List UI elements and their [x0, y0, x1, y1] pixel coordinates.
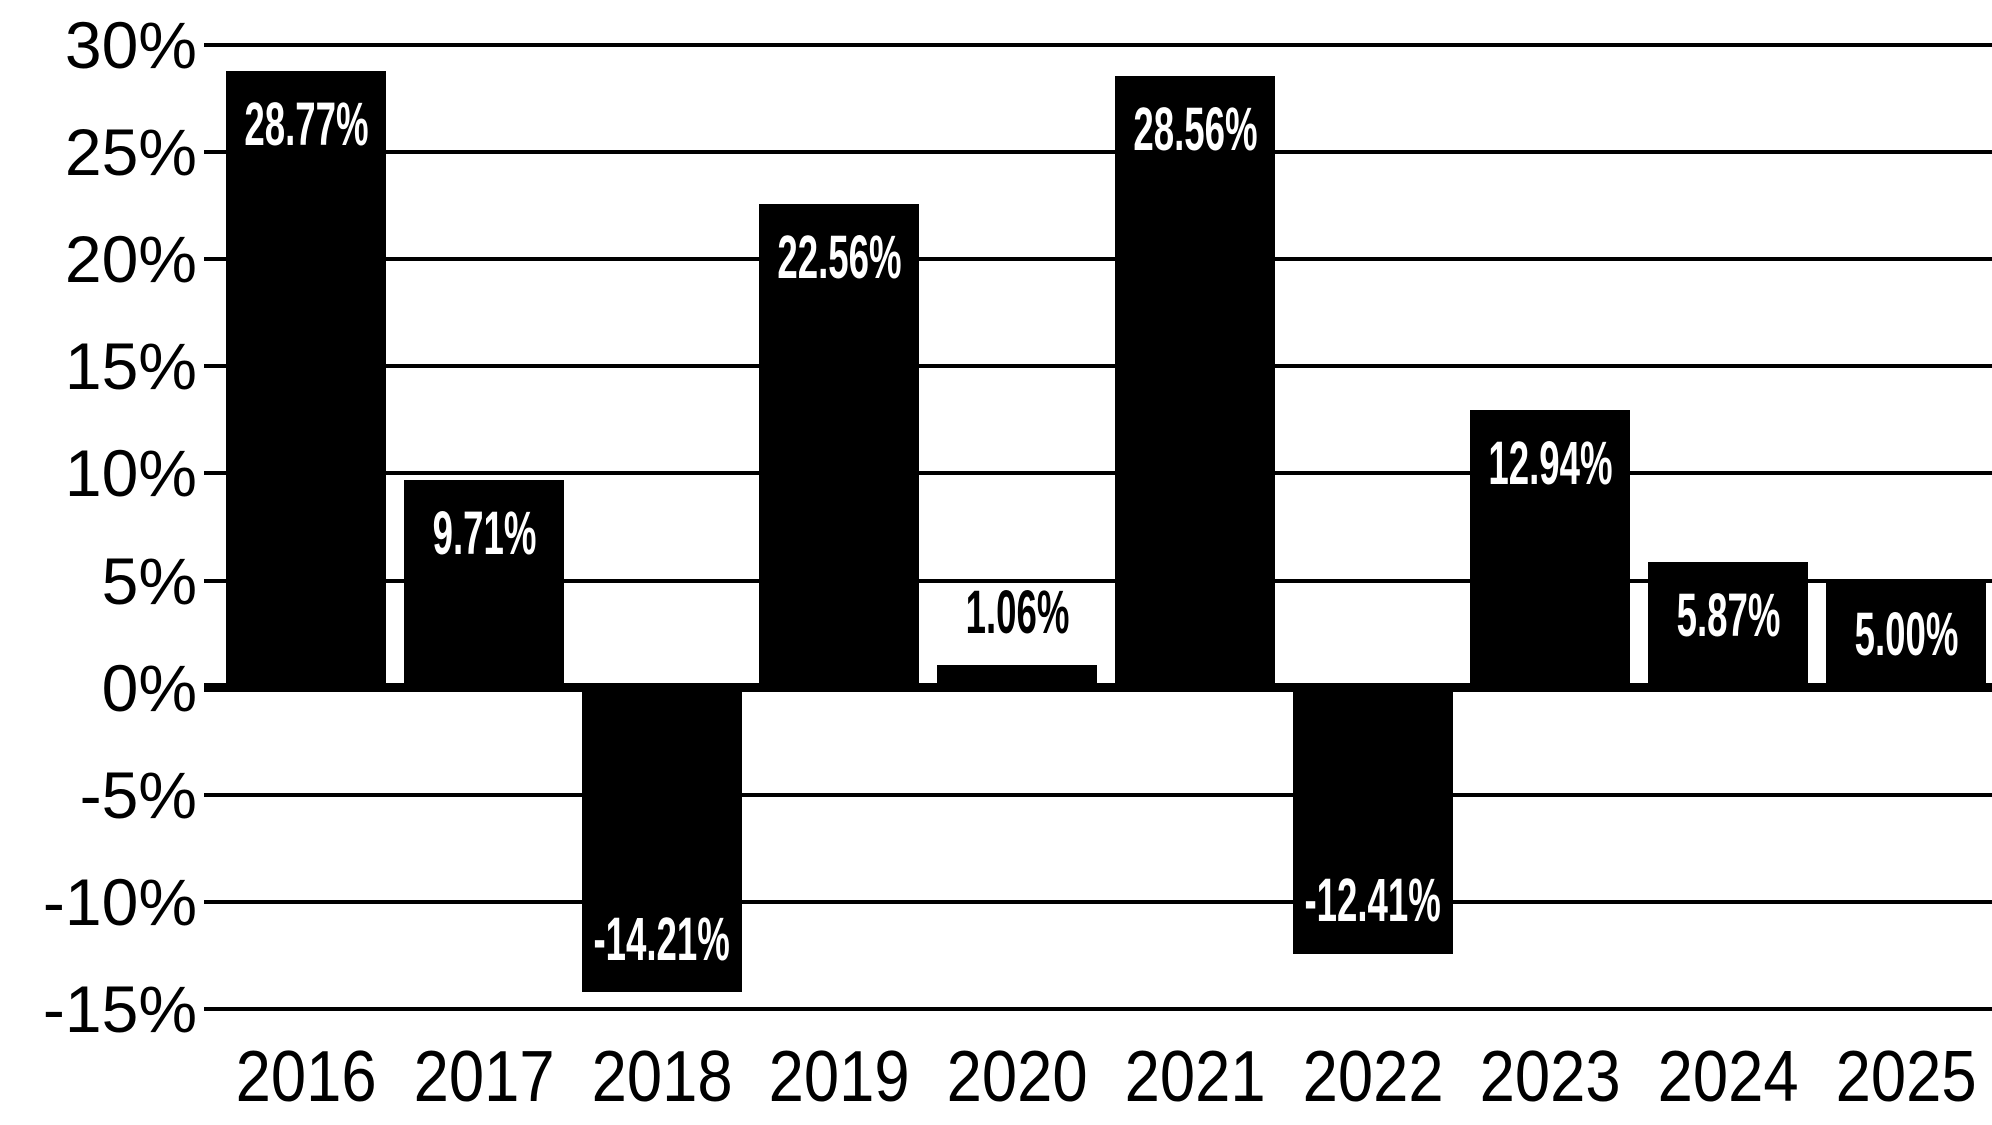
y-axis-label: 20%	[64, 222, 197, 296]
bar-2020	[937, 665, 1097, 688]
gridline	[218, 43, 1992, 47]
y-axis-tick	[204, 683, 218, 692]
gridline	[218, 150, 1992, 154]
zero-axis-line	[218, 683, 1992, 692]
x-axis-label-2024: 2024	[1657, 1037, 1799, 1117]
y-axis-tick	[204, 471, 218, 475]
gridline	[218, 257, 1992, 261]
y-axis-label: -5%	[79, 758, 197, 832]
y-axis-tick	[204, 43, 218, 47]
bar-value-label-2016: 28.77%	[243, 90, 369, 158]
bar-value-label-2024: 5.87%	[1676, 581, 1780, 649]
y-axis-tick	[204, 1007, 218, 1011]
y-axis-label: -15%	[42, 972, 197, 1046]
gridline	[218, 471, 1992, 475]
y-axis-label: -10%	[42, 865, 197, 939]
bar-2024	[1648, 562, 1808, 688]
y-axis-label: 0%	[101, 651, 197, 725]
x-axis-label-2025: 2025	[1835, 1037, 1977, 1117]
bar-value-label-2017: 9.71%	[432, 499, 536, 567]
y-axis-tick	[204, 579, 218, 583]
x-axis-label-2022: 2022	[1302, 1037, 1444, 1117]
gridline	[218, 900, 1992, 904]
y-axis-tick	[204, 793, 218, 797]
bar-value-label-2019: 22.56%	[776, 223, 902, 291]
bar-value-label-2025: 5.00%	[1854, 600, 1958, 668]
y-axis-label: 5%	[101, 544, 197, 618]
y-axis-label: 25%	[64, 115, 197, 189]
y-axis-tick	[204, 900, 218, 904]
bar-value-label-2021: 28.56%	[1132, 95, 1258, 163]
gridline	[218, 579, 1992, 583]
gridline	[218, 364, 1992, 368]
y-axis-label: 10%	[64, 436, 197, 510]
x-axis-label-2019: 2019	[768, 1037, 910, 1117]
x-axis-label-2016: 2016	[235, 1037, 377, 1117]
gridline	[218, 1007, 1992, 1011]
bar-value-label-2023: 12.94%	[1487, 429, 1613, 497]
bar-2016	[226, 71, 386, 687]
bar-2021	[1115, 76, 1275, 688]
bar-2018	[582, 688, 742, 992]
x-axis-label-2023: 2023	[1479, 1037, 1621, 1117]
bar-2022	[1293, 688, 1453, 954]
bar-2025	[1826, 581, 1986, 688]
x-axis-label-2021: 2021	[1124, 1037, 1266, 1117]
y-axis-tick	[204, 364, 218, 368]
bar-2023	[1470, 410, 1630, 687]
bar-2019	[759, 204, 919, 687]
y-axis-label: 30%	[64, 8, 197, 82]
x-axis-label-2018: 2018	[591, 1037, 733, 1117]
x-axis-label-2017: 2017	[413, 1037, 555, 1117]
bar-value-label-2020: 1.06%	[965, 578, 1069, 646]
x-axis-label-2020: 2020	[946, 1037, 1088, 1117]
bar-value-label-2018: -14.21%	[593, 905, 731, 973]
bar-2017	[404, 480, 564, 688]
y-axis-tick	[204, 150, 218, 154]
gridline	[218, 793, 1992, 797]
y-axis-tick	[204, 257, 218, 261]
bar-value-label-2022: -12.41%	[1304, 866, 1442, 934]
y-axis-label: 15%	[64, 329, 197, 403]
